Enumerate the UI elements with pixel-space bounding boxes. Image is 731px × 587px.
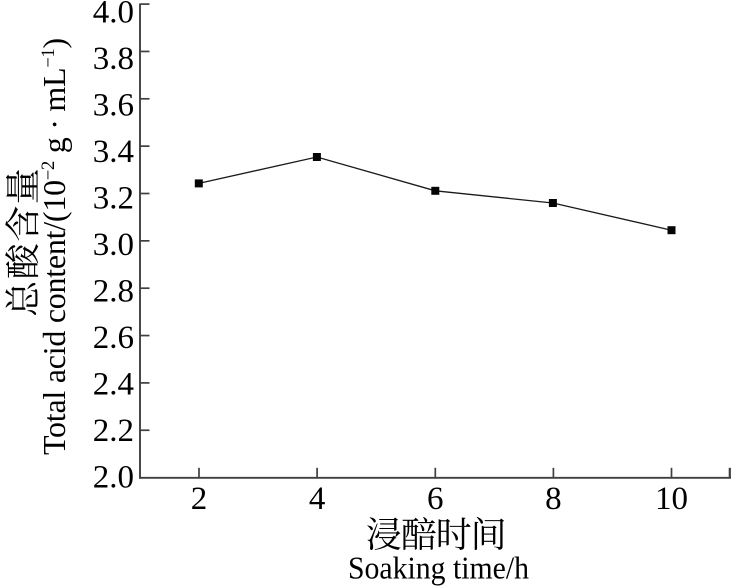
svg-text:Soaking time/h: Soaking time/h [348,550,529,586]
svg-text:8: 8 [545,481,562,517]
svg-text:10: 10 [655,481,688,517]
svg-text:2.2: 2.2 [93,413,134,449]
svg-text:2.4: 2.4 [93,366,134,402]
svg-text:3.8: 3.8 [93,41,134,77]
svg-text:Total acid content/(10−2 g · m: Total acid content/(10−2 g · mL−1) [36,38,72,455]
svg-text:2.8: 2.8 [93,273,134,309]
svg-text:2.0: 2.0 [93,459,134,495]
svg-text:3.4: 3.4 [93,134,134,170]
svg-text:3.2: 3.2 [93,180,134,216]
svg-text:4.0: 4.0 [93,0,134,30]
svg-text:2.6: 2.6 [93,320,134,356]
svg-text:3.0: 3.0 [93,227,134,263]
svg-text:3.6: 3.6 [93,87,134,123]
svg-text:2: 2 [191,481,208,517]
svg-text:6: 6 [427,481,444,517]
svg-text:4: 4 [309,481,326,517]
